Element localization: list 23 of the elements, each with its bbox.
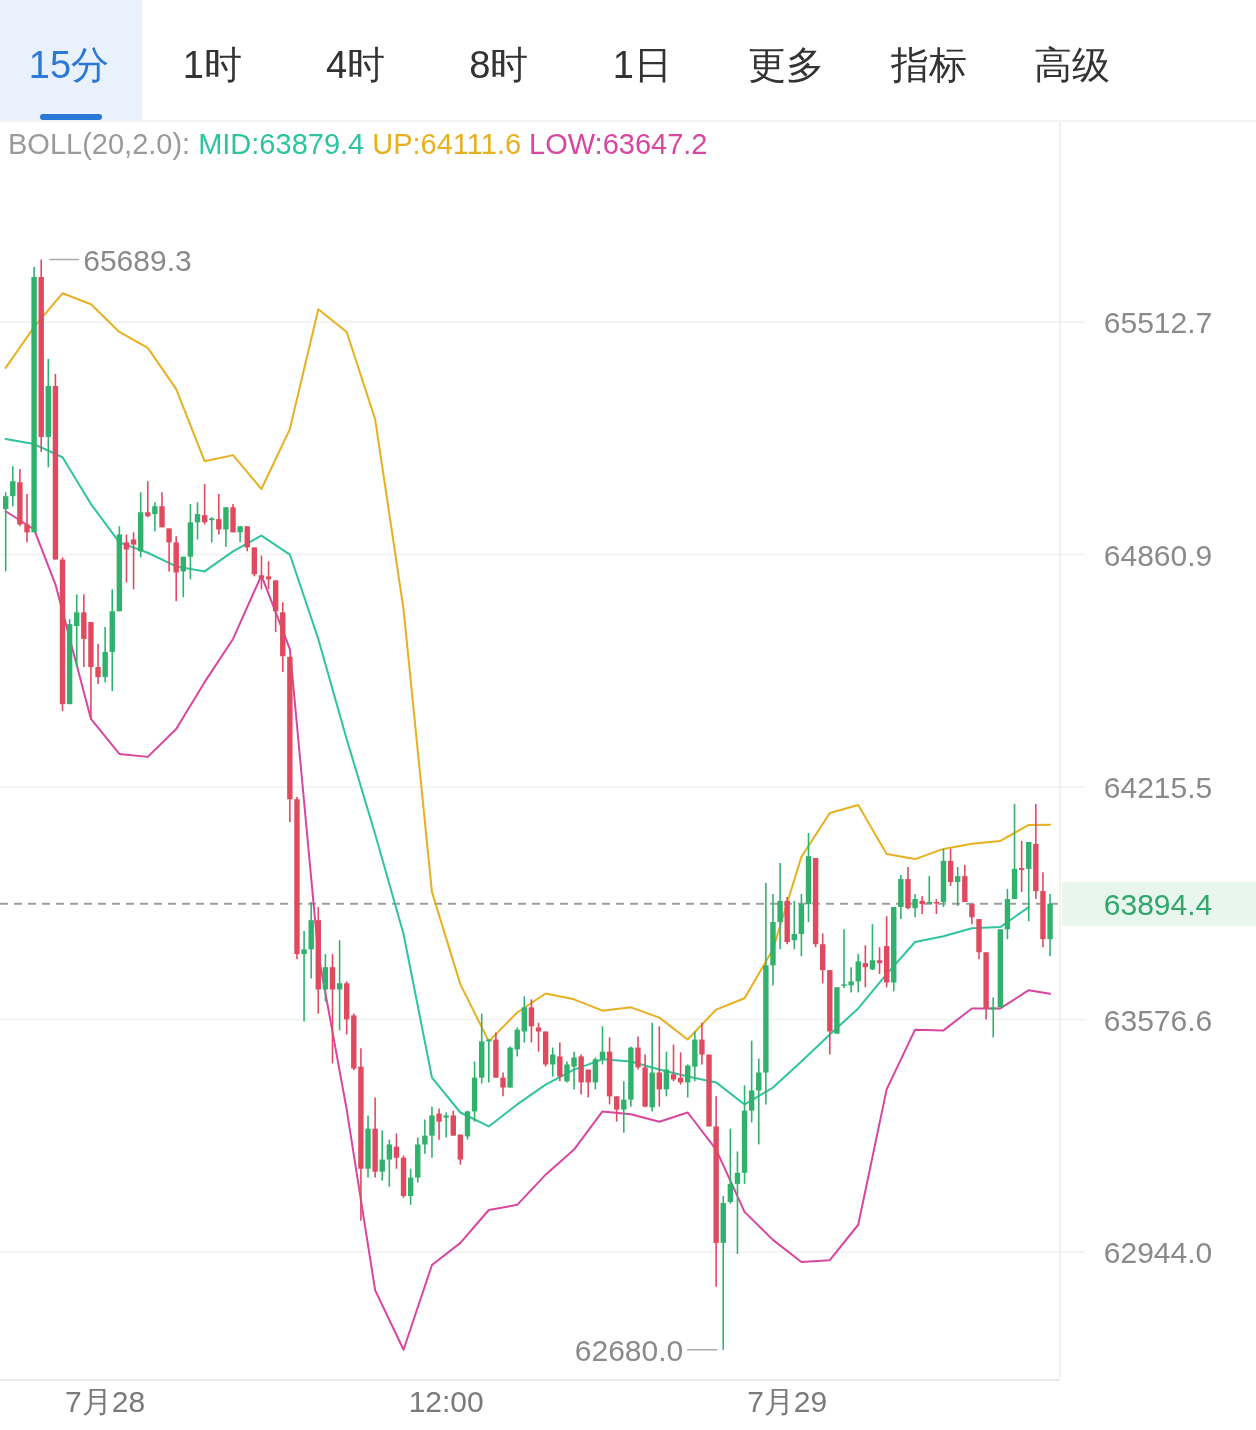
text: 15分 xyxy=(28,44,110,86)
x-tick-label: 12:00 xyxy=(408,1385,484,1418)
text: 指标 xyxy=(889,44,967,86)
text: LOW:63647.2 xyxy=(529,128,708,160)
x-tick-label: 7月28 xyxy=(65,1385,146,1418)
text: 8时 xyxy=(469,44,529,86)
x-tick-label: 7月29 xyxy=(747,1385,828,1418)
text: 高级 xyxy=(1034,44,1111,86)
y-tick-label: 64215.5 xyxy=(1103,771,1213,805)
annotation: 65689.3 xyxy=(83,243,192,277)
y-tick-label: 62944.0 xyxy=(1103,1236,1213,1270)
y-tick-label: 64860.9 xyxy=(1103,538,1213,572)
y-tick-label: 63576.6 xyxy=(1103,1003,1213,1037)
ref-line-label: 63894.4 xyxy=(1103,887,1213,921)
annotation: 62680.0 xyxy=(574,1333,684,1367)
text: MID:63879.4 xyxy=(198,128,365,160)
text: 更多 xyxy=(747,44,824,86)
text: 1时 xyxy=(182,44,242,86)
text: 4时 xyxy=(326,44,386,86)
text: UP:64111.6 xyxy=(372,128,522,160)
chart-title: BOLL(20,2.0): xyxy=(8,128,191,160)
text: 1日 xyxy=(612,44,672,86)
y-tick-label: 65512.7 xyxy=(1103,306,1213,340)
